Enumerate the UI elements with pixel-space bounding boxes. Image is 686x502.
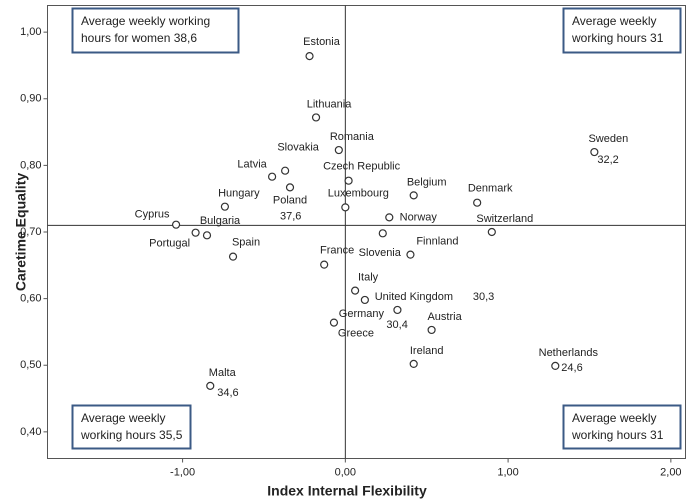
point-label: Latvia [237, 159, 267, 171]
point [329, 318, 339, 327]
point-label: Netherlands [539, 347, 599, 359]
point-label: Malta [209, 367, 237, 379]
point [590, 147, 599, 157]
point-label: Czech Republic [323, 161, 401, 173]
point-label: United Kingdom [375, 291, 453, 303]
point [334, 145, 343, 155]
annotation-text: working hours 31 [571, 31, 664, 45]
annotation-box [71, 404, 192, 450]
annotation-box [562, 7, 682, 54]
annotation-text: hours for women 38,6 [81, 31, 197, 45]
point-label: Bulgaria [200, 215, 241, 227]
point [551, 361, 560, 371]
annotation-text: Average weekly [81, 411, 166, 425]
point [320, 260, 329, 269]
y-tick-label: 0,70 [20, 226, 41, 238]
x-tick-label: 0,00 [335, 466, 356, 478]
annotation-text: working hours 31 [571, 428, 664, 442]
plot-frame [47, 5, 686, 459]
point-label: Germany [339, 308, 385, 320]
x-axis-label: Index Internal Flexibility [267, 483, 427, 499]
point [206, 381, 215, 390]
annotation-box [71, 7, 240, 54]
y-tick-label: 0,60 [20, 293, 41, 305]
point [409, 191, 418, 200]
point [220, 202, 230, 211]
point [378, 229, 387, 238]
point [385, 213, 394, 222]
point [393, 305, 402, 315]
point-label: France [320, 245, 354, 257]
point-label: Ireland [410, 345, 444, 357]
annotation-text: Average weekly working [81, 14, 210, 28]
point [341, 203, 350, 212]
point [281, 166, 290, 175]
point [427, 325, 436, 335]
point [487, 227, 496, 237]
point-note: 24,6 [561, 362, 582, 374]
point-note: 32,2 [597, 154, 618, 166]
point [228, 252, 238, 261]
point [360, 295, 369, 305]
point-label: Portugal [149, 238, 190, 250]
point [344, 176, 353, 185]
point [202, 231, 212, 240]
point [473, 198, 482, 207]
point-label: Poland [273, 194, 307, 206]
point [171, 220, 181, 229]
point-label: Romania [330, 131, 375, 143]
point-label: Luxembourg [328, 187, 389, 199]
point [311, 113, 321, 122]
point-label: Slovenia [359, 247, 402, 259]
point-label: Slovakia [277, 142, 319, 154]
point [285, 183, 295, 192]
point-label: Cyprus [135, 209, 170, 221]
point-label: Finnland [416, 236, 458, 248]
y-axis-label: Caretime Equality [13, 173, 29, 291]
point-note: 34,6 [217, 387, 238, 399]
point-label: Lithuania [307, 98, 353, 110]
point-label: Italy [358, 272, 379, 284]
point [406, 250, 415, 259]
point-note: 37,6 [280, 210, 301, 222]
point [409, 359, 418, 369]
y-tick-label: 0,90 [20, 93, 41, 105]
point-label: Sweden [588, 133, 628, 145]
y-tick-label: 0,50 [20, 359, 41, 371]
point-label: Estonia [303, 36, 341, 48]
point [268, 172, 277, 181]
point-label: Greece [338, 328, 374, 340]
point-note: 30,3 [473, 291, 494, 303]
point-label: Belgium [407, 176, 447, 188]
point [351, 286, 360, 295]
annotation-text: Average weekly [572, 14, 657, 28]
point [191, 228, 200, 237]
x-tick-label: -1,00 [170, 466, 195, 478]
point [305, 52, 314, 61]
x-tick-label: 2,00 [660, 466, 681, 478]
x-tick-label: 1,00 [497, 466, 518, 478]
y-tick-label: 1,00 [20, 26, 41, 38]
point-label: Norway [400, 211, 438, 223]
annotation-box [562, 404, 682, 450]
annotation-text: Average weekly [572, 411, 657, 425]
y-tick-label: 0,80 [20, 159, 41, 171]
point-label: Austria [427, 311, 462, 323]
annotation-text: working hours 35,5 [80, 428, 183, 442]
point-note: 30,4 [386, 319, 407, 331]
point-label: Switzerland [476, 213, 533, 225]
point-label: Denmark [468, 183, 513, 195]
point-label: Spain [232, 237, 260, 249]
point-label: Hungary [218, 188, 260, 200]
y-tick-label: 0,40 [20, 426, 41, 438]
